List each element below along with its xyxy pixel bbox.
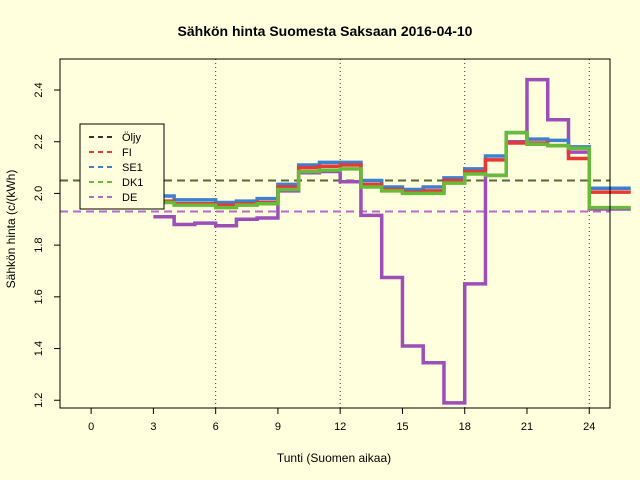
y-tick-label: 1.4 xyxy=(33,341,45,356)
series-line-fi xyxy=(153,141,631,207)
x-tick-label: 6 xyxy=(213,421,219,433)
x-tick-label: 15 xyxy=(396,421,408,433)
legend: Öljy FI SE1 DK1 DE xyxy=(79,123,165,210)
legend-label-öljy: Öljy xyxy=(122,132,141,144)
x-tick-label: 18 xyxy=(459,421,471,433)
y-tick-label: 1.8 xyxy=(33,237,45,252)
x-tick-label: 21 xyxy=(521,421,533,433)
legend-label-de: DE xyxy=(122,192,137,204)
y-tick-label: 2.0 xyxy=(33,186,45,201)
series-line-se1 xyxy=(153,130,631,205)
x-axis-label: Tunti (Suomen aikaa) xyxy=(277,451,391,465)
legend-label-dk1: DK1 xyxy=(122,177,143,189)
y-tick-label: 1.6 xyxy=(33,289,45,304)
x-tick-label: 24 xyxy=(583,421,595,433)
legend-label-se1: SE1 xyxy=(122,162,143,174)
legend-label-fi: FI xyxy=(122,147,132,159)
y-axis-label: Sähkön hinta (c/(kWh) xyxy=(4,170,18,289)
x-tick-label: 12 xyxy=(334,421,346,433)
x-tick-label: 9 xyxy=(275,421,281,433)
series-line-dk1 xyxy=(153,130,631,210)
axes: 0 3 6 9 12 15 18 21 24 1.2 1.4 1.6 1.8 2.0 2.2 2.4 xyxy=(33,58,611,433)
plot-frame xyxy=(59,58,611,409)
y-tick-label: 2.4 xyxy=(33,82,45,97)
series-lines xyxy=(153,77,631,405)
series-line-de xyxy=(153,77,631,405)
y-tick-label: 1.2 xyxy=(33,393,45,408)
x-tick-label: 3 xyxy=(150,421,156,433)
chart-title: Sähkön hinta Suomesta Saksaan 2016-04-10 xyxy=(178,23,473,39)
y-tick-label: 2.2 xyxy=(33,134,45,149)
x-tick-label: 0 xyxy=(88,421,94,433)
